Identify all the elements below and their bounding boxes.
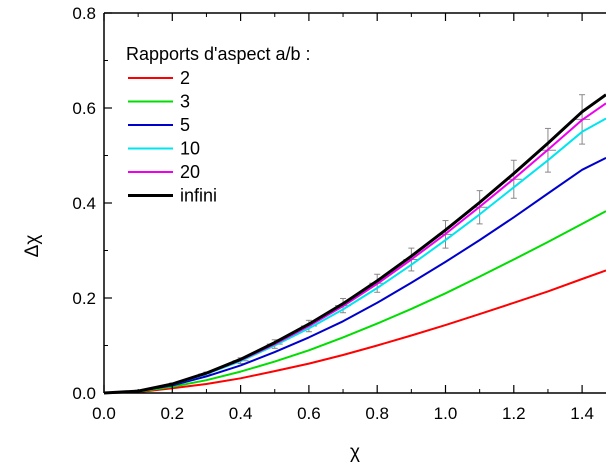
x-tick-label: 0.4 (229, 404, 253, 423)
x-tick-label: 0.6 (297, 404, 321, 423)
legend: Rapports d'aspect a/b : 2 3 5 10 20 infini (126, 44, 311, 206)
legend-item: 10 (128, 139, 200, 159)
x-tick-label: 1.2 (502, 404, 526, 423)
x-tick-label: 1.0 (434, 404, 458, 423)
series-line-infini (103, 93, 606, 395)
series-line-3 (103, 210, 606, 394)
y-tick-label: 0.4 (72, 194, 96, 213)
legend-item: infini (128, 186, 217, 206)
y-tick-label: 0.8 (72, 4, 96, 23)
series-line-5 (103, 157, 606, 394)
legend-label: 5 (180, 115, 190, 135)
legend-item: 20 (128, 162, 200, 182)
y-tick-label: 0.6 (72, 99, 96, 118)
legend-item: 5 (128, 115, 190, 135)
x-tick-label: 0.8 (365, 404, 389, 423)
series-lines (103, 93, 606, 395)
x-tick-label: 0.2 (160, 404, 184, 423)
legend-label: infini (180, 186, 217, 206)
x-axis-title: χ (350, 442, 360, 463)
legend-item: 3 (128, 92, 190, 112)
legend-label: 20 (180, 162, 200, 182)
series-line-2 (103, 269, 606, 394)
legend-title: Rapports d'aspect a/b : (126, 44, 311, 64)
legend-label: 3 (180, 92, 190, 112)
y-tick-label: 0.2 (72, 289, 96, 308)
y-axis-title: Δχ (22, 235, 43, 258)
y-tick-label: 0.0 (72, 384, 96, 403)
legend-label: 2 (180, 68, 190, 88)
axes: 0.0 0.2 0.4 0.6 0.8 1.0 1.2 1.4 0.0 0.2 0.4 0.6 0.8 (72, 4, 606, 423)
legend-label: 10 (180, 139, 200, 159)
x-tick-label: 0.0 (92, 404, 116, 423)
legend-item: 2 (128, 68, 190, 88)
legend-items: 2 3 5 10 20 infini (128, 68, 217, 206)
x-tick-label: 1.4 (570, 404, 594, 423)
